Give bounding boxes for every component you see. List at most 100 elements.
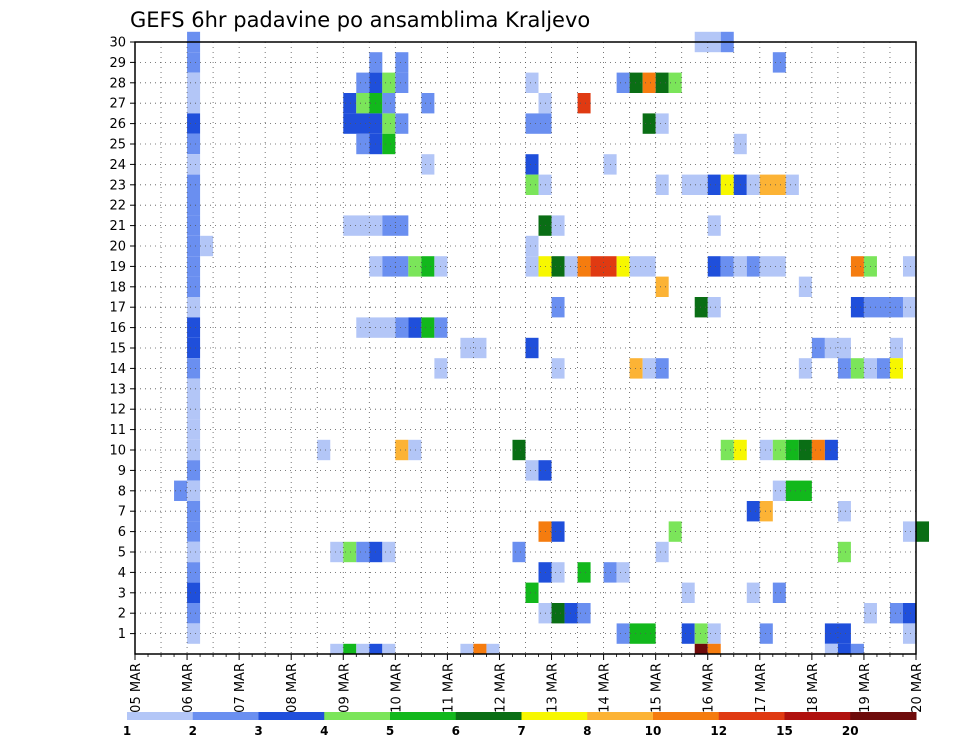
heatmap-cell (343, 541, 357, 563)
heatmap-cell (187, 113, 201, 134)
heatmap-cells (174, 31, 930, 654)
heatmap-cell (655, 174, 669, 195)
x-tick-label: 20 MAR (910, 663, 925, 713)
heatmap-cell (642, 113, 656, 134)
x-tick-label: 19 MAR (858, 663, 873, 713)
heatmap-cell (187, 582, 201, 603)
colorbar-swatch (258, 712, 325, 720)
heatmap-cell (343, 215, 383, 236)
y-tick-label: 2 (118, 607, 126, 622)
heatmap-cell (707, 643, 721, 654)
y-tick-label: 27 (109, 97, 126, 112)
heatmap-cell (525, 113, 552, 134)
y-tick-label: 13 (109, 382, 126, 397)
x-tick-label: 14 MAR (598, 663, 613, 713)
heatmap-cell (382, 133, 396, 155)
heatmap-cell (395, 113, 409, 134)
heatmap-cell (694, 643, 708, 654)
heatmap-cell (187, 154, 201, 175)
y-axis: 1234567891011121314151617181920212223242… (109, 36, 135, 642)
heatmap-cell (512, 439, 526, 461)
heatmap-cell (759, 256, 786, 277)
heatmap-cell (187, 93, 201, 114)
y-tick-label: 3 (118, 586, 126, 601)
heatmap-cell (187, 378, 201, 399)
heatmap-cell (629, 72, 643, 93)
heatmap-cell (850, 358, 864, 379)
x-axis: 05 MAR 06 MAR 07 MAR 08 MAR 09 MAR 10 MAR 11 M… (129, 654, 925, 713)
heatmap-cell (772, 439, 786, 461)
colorbar-swatch (587, 712, 654, 720)
heatmap-cell (187, 215, 201, 236)
heatmap-cell (616, 256, 630, 277)
x-tick-label: 08 MAR (285, 663, 300, 713)
heatmap-cell (473, 643, 487, 654)
y-tick-label: 16 (109, 321, 126, 336)
heatmap-cell (811, 337, 825, 359)
heatmap-cell (629, 358, 643, 379)
heatmap-cell (902, 623, 916, 644)
heatmap-cell (837, 643, 851, 654)
colorbar-swatch (324, 712, 391, 720)
heatmap-cell (681, 174, 708, 195)
heatmap-cell (460, 643, 474, 654)
heatmap-cell (525, 154, 539, 175)
colorbar-swatch (784, 712, 851, 720)
colorbar-swatch (455, 712, 522, 720)
y-tick-label: 17 (109, 301, 126, 316)
heatmap-cell (382, 643, 396, 654)
colorbar-label: 15 (776, 724, 793, 738)
heatmap-cell (746, 174, 760, 195)
heatmap-cell (577, 603, 591, 624)
y-tick-label: 6 (118, 525, 126, 540)
colorbar-swatch (390, 712, 457, 720)
colorbar: 1 2 3 4 5 6 7 8 10 12 15 20 (123, 712, 917, 738)
heatmap-cell (369, 643, 383, 654)
heatmap-cell (421, 256, 435, 277)
heatmap-cell (720, 439, 734, 461)
heatmap-cell (382, 113, 396, 134)
heatmap-cell (382, 541, 396, 563)
heatmap-cell (616, 623, 630, 644)
heatmap-cell (577, 562, 591, 583)
y-tick-label: 26 (109, 117, 126, 132)
y-tick-label: 24 (109, 158, 126, 173)
y-tick-label: 30 (109, 36, 126, 51)
heatmap-cell (408, 256, 422, 277)
colorbar-label: 20 (842, 724, 859, 738)
heatmap-cell (707, 256, 721, 277)
heatmap-cell (187, 317, 201, 338)
x-tick-label: 18 MAR (806, 663, 821, 713)
heatmap-cell (187, 195, 201, 216)
x-tick-label: 13 MAR (546, 663, 561, 713)
heatmap-cell (772, 582, 786, 603)
colorbar-swatch (850, 712, 917, 720)
heatmap-cell (187, 276, 201, 297)
heatmap-cell (655, 276, 669, 297)
colorbar-label: 12 (710, 724, 727, 738)
heatmap-cell (642, 358, 656, 379)
colorbar-label: 3 (254, 724, 262, 738)
heatmap-cell (564, 603, 578, 624)
heatmap-cell (824, 439, 838, 461)
heatmap-cell (200, 235, 214, 257)
colorbar-swatch (127, 712, 194, 720)
heatmap-cell (759, 623, 773, 644)
y-tick-label: 9 (118, 464, 126, 479)
y-tick-label: 4 (118, 566, 126, 581)
heatmap-cell (395, 72, 409, 93)
heatmap-cell (707, 174, 721, 195)
heatmap-cell (525, 582, 539, 603)
heatmap-cell (421, 93, 435, 114)
heatmap-cell (525, 337, 539, 359)
y-tick-label: 1 (118, 627, 126, 642)
heatmap-cell (187, 235, 201, 257)
heatmap-cell (408, 439, 422, 461)
heatmap-cell (759, 174, 786, 195)
colorbar-label: 5 (386, 724, 394, 738)
heatmap-cell (525, 174, 539, 195)
heatmap-cell (187, 501, 201, 522)
heatmap-cell (187, 297, 201, 318)
colorbar-swatch (521, 712, 588, 720)
x-tick-label: 09 MAR (337, 663, 352, 713)
